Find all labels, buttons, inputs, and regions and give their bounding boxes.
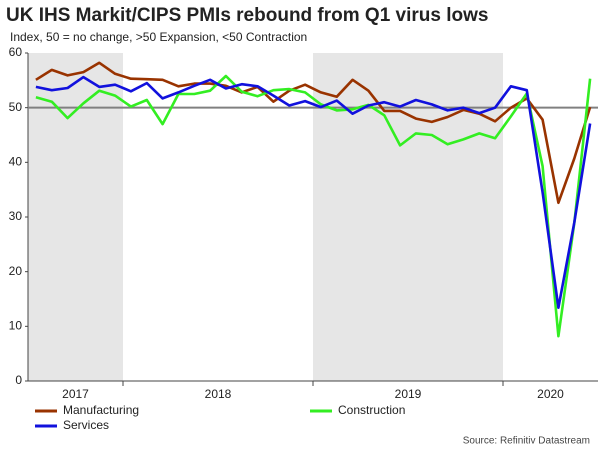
y-tick-label: 0: [15, 373, 22, 387]
y-tick-label: 40: [9, 155, 23, 169]
legend-label: Services: [63, 418, 109, 432]
year-band: [28, 53, 123, 381]
series-line: [35, 75, 592, 309]
y-tick-label: 30: [9, 209, 23, 223]
y-tick-label: 10: [9, 319, 23, 333]
y-tick-label: 60: [9, 45, 23, 59]
x-tick-label: 2017: [62, 387, 89, 401]
y-tick-label: 20: [9, 264, 23, 278]
series-line: [35, 74, 592, 338]
x-tick-label: 2018: [205, 387, 232, 401]
source: Source: Refinitiv Datastream: [463, 436, 590, 447]
legend-label: Manufacturing: [63, 403, 139, 417]
background: [28, 53, 503, 381]
legend-label: Construction: [338, 403, 405, 417]
y-tick-label: 50: [9, 100, 23, 114]
x-tick-label: 2020: [537, 387, 564, 401]
chart-subtitle: Index, 50 = no change, >50 Expansion, <5…: [10, 30, 307, 44]
x-tick-label: 2019: [395, 387, 422, 401]
chart-title: UK IHS Markit/CIPS PMIs rebound from Q1 …: [6, 5, 488, 26]
series-line: [35, 61, 592, 205]
